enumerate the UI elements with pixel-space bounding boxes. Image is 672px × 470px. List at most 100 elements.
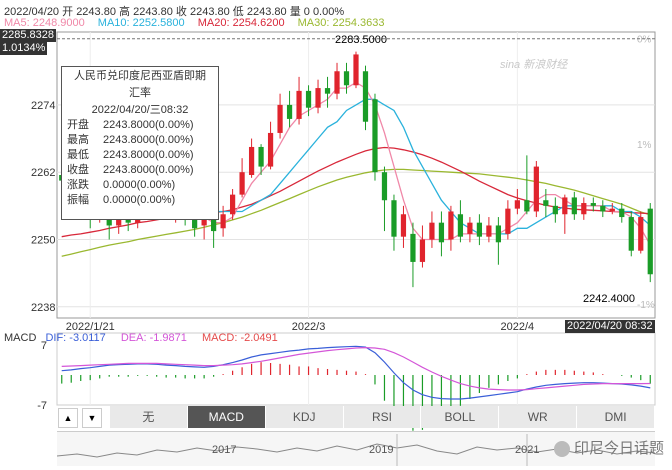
candle-body [552,205,558,215]
tooltip-row: 收盘 2243.8000(0.00%) [62,163,218,178]
header-volume-label: 量 [289,6,301,18]
candle-body [353,54,359,86]
tooltip-value: 2243.8000(0.00%) [103,149,194,161]
header-low-label: 低 [232,6,244,18]
ma20-legend: MA20: 2254.6200 [197,17,285,29]
candle-body [410,233,416,262]
candle-body [229,194,236,215]
crosshair-price-tag: 2285.8328 [0,29,56,42]
macd-y-tick: -7 [37,400,47,412]
ma10-legend: MA10: 2252.5800 [97,17,185,29]
dea-line [61,346,651,391]
navigator-year-2017: 2017 [212,444,237,456]
tooltip-title-line1: 人民币兑印度尼西亚盾即期 [74,70,206,82]
header-open-label: 开 [62,6,74,18]
x-tick-label: 2022/4 [501,321,535,333]
candle-body [647,208,653,275]
tab-wr[interactable]: WR [499,406,578,428]
candle-body [419,239,426,262]
tooltip-row: 涨跌 0.0000(0.00%) [62,178,218,193]
candle-body [486,225,492,237]
candle-body [334,71,340,94]
right-pct-tick: -1% [637,300,655,311]
candle-body [400,214,407,237]
sina-logo: sina 新浪财经 [500,59,568,71]
ma5-legend: MA5: 2248.9000 [4,17,85,29]
candle-body [638,217,644,251]
header-date: 2022/04/20 [4,6,60,18]
wechat-icon [553,441,570,458]
candle-body [571,197,577,215]
chart-axes: 2238 2250 2262 2274 0% 1% -1% 2022/1/21 2022/3 20… [31,35,655,412]
watermark-text: 印尼今日话题 [573,440,664,457]
header-close: 2243.80 [189,6,230,18]
candle-body [343,71,350,86]
tab-macd[interactable]: MACD [187,406,266,428]
tab-dmi[interactable]: DMI [577,406,656,428]
candle-body [220,214,226,229]
candle-body [305,90,312,108]
tooltip-row: 最高 2243.8000(0.00%) [62,133,218,148]
scroll-up-button[interactable]: ▲ [58,408,78,428]
tooltip-key: 振幅 [67,194,89,206]
tooltip-value: 2243.8000(0.00%) [103,134,194,146]
tab-none[interactable]: 无 [110,406,188,428]
candle-body [495,225,501,243]
tooltip-row: 最低 2243.8000(0.00%) [62,148,218,163]
macd-legend: MACD DIF: -3.0117 DEA: -1.9871 MACD: -2.… [4,332,278,344]
candle-body [448,211,454,240]
candle-body [362,71,369,122]
candle-body [457,214,464,237]
candle-body [429,222,435,240]
tooltip-row: 振幅 0.0000(0.00%) [62,193,218,208]
header-low: 2243.80 [246,6,287,18]
header-high: 2243.80 [133,6,173,18]
scroll-down-button[interactable]: ▼ [82,408,102,428]
header-open: 2243.80 [76,6,116,18]
candle-body [533,166,539,212]
tab-rsi[interactable]: RSI [343,406,422,428]
tooltip-datetime: 2022/04/20/三08:32 [91,104,189,116]
candle-body [258,146,264,167]
tooltip-value: 0.0000(0.00%) [103,194,176,206]
header-close-label: 收 [175,6,187,18]
candle-body [286,104,293,119]
candle-body [239,172,245,195]
right-pct-tick: 0% [637,35,652,46]
dif-value: DIF: -3.0117 [45,332,106,344]
y-tick-label: 2250 [31,234,55,246]
candle-body [514,200,520,209]
ma-legend: MA5: 2248.9000 MA10: 2252.5800 MA20: 225… [4,17,395,29]
crosshair-pct-tag: 1.0134% [0,42,48,55]
x-tick-label: 2022/3 [292,321,326,333]
watermark: 印尼今日话题 [553,437,664,458]
macd-y-tick: 7 [41,340,47,352]
candle-body [600,205,606,212]
candle-body [543,200,549,206]
crosshair-time-tag: 2022/04/20 08:32 [565,320,655,333]
x-tick-label: 2022/1/21 [66,321,115,333]
y-tick-label: 2274 [31,100,55,112]
tooltip-key: 开盘 [67,119,89,131]
tab-kdj[interactable]: KDJ [265,406,344,428]
plot-frame [56,31,656,319]
candle-body [628,217,634,251]
dea-value: DEA: -1.9871 [120,332,187,344]
candle-body [201,217,207,226]
candle-body [590,203,596,206]
y-tick-label: 2238 [31,302,55,314]
navigator-year-2019: 2019 [369,444,394,456]
candle-body [211,217,217,232]
header-volume: 0 [303,6,310,18]
max-price-label: 2283.5000 [335,34,387,46]
ma30-line [61,168,651,257]
tab-boll[interactable]: BOLL [421,406,500,428]
header-high-label: 高 [119,6,131,18]
y-tick-label: 2262 [31,167,55,179]
candle-body [324,88,331,94]
tooltip-value: 2243.8000(0.00%) [103,164,194,176]
right-pct-tick: 1% [637,140,652,151]
candle-body [315,88,321,108]
candle-body [609,208,615,212]
candle-body [391,200,397,237]
